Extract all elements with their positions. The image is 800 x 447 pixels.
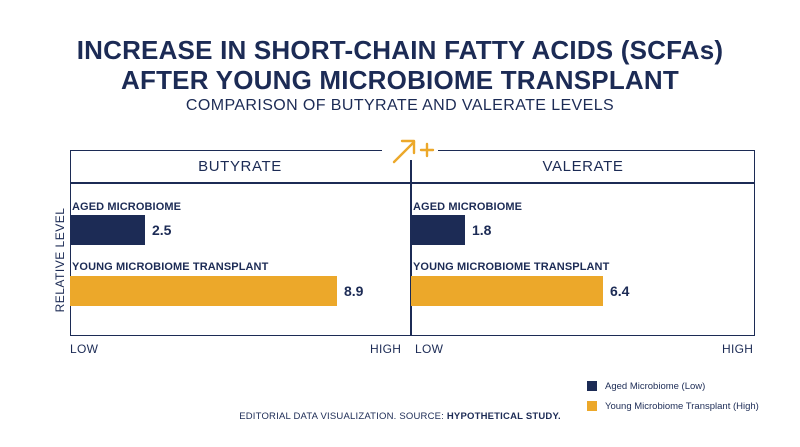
icon-background xyxy=(382,140,438,160)
value-label-valerate-aged: 1.8 xyxy=(472,222,492,238)
bar-label-butyrate-young: YOUNG MICROBIOME TRANSPLANT xyxy=(72,261,269,273)
bar-label-valerate-aged: AGED MICROBIOME xyxy=(413,201,523,213)
bar-butyrate-aged xyxy=(70,215,145,245)
panel-title-valerate: VALERATE xyxy=(542,158,624,175)
bar-label-valerate-young: YOUNG MICROBIOME TRANSPLANT xyxy=(413,261,610,273)
legend-swatch-aged xyxy=(587,381,597,391)
y-axis-label: RELATIVE LEVEL xyxy=(53,207,67,313)
x-axis-high-label-left: HIGH xyxy=(370,342,402,356)
footer-source-text: EDITORIAL DATA VISUALIZATION. SOURCE: xyxy=(239,411,447,422)
source-footer: EDITORIAL DATA VISUALIZATION. SOURCE: HY… xyxy=(0,411,800,422)
legend-item-aged: Aged Microbiome (Low) xyxy=(587,377,759,395)
value-label-butyrate-young: 8.9 xyxy=(344,283,364,299)
chart-subtitle: COMPARISON OF BUTYRATE AND VALERATE LEVE… xyxy=(185,97,615,114)
legend-swatch-young xyxy=(587,401,597,411)
bar-butyrate-young xyxy=(70,276,337,306)
legend-label-young: Young Microbiome Transplant (High) xyxy=(605,400,759,412)
panel-header-rule-right xyxy=(411,182,755,184)
footer-source-emphasis: HYPOTHETICAL STUDY. xyxy=(446,411,561,422)
chart-title-line-1: INCREASE IN SHORT-CHAIN FATTY ACIDS (SCF… xyxy=(76,35,724,65)
x-axis-low-label-left: LOW xyxy=(70,342,99,356)
panel-divider xyxy=(410,150,412,336)
panel-header-rule-left xyxy=(70,182,410,184)
legend-label-aged: Aged Microbiome (Low) xyxy=(605,380,706,392)
arrow-up-right-plus-icon xyxy=(392,139,435,164)
chart-legend: Aged Microbiome (Low) Young Microbiome T… xyxy=(587,377,759,417)
chart-title-line-2: AFTER YOUNG MICROBIOME TRANSPLANT xyxy=(121,65,679,95)
bar-label-butyrate-aged: AGED MICROBIOME xyxy=(72,201,182,213)
legend-item-young: Young Microbiome Transplant (High) xyxy=(587,397,759,415)
x-axis-low-label-right: LOW xyxy=(415,342,444,356)
value-label-valerate-young: 6.4 xyxy=(610,283,630,299)
value-label-butyrate-aged: 2.5 xyxy=(152,222,172,238)
panel-title-butyrate: BUTYRATE xyxy=(198,158,282,175)
bar-valerate-young xyxy=(411,276,603,306)
bar-valerate-aged xyxy=(411,215,465,245)
x-axis-high-label-right: HIGH xyxy=(722,342,754,356)
